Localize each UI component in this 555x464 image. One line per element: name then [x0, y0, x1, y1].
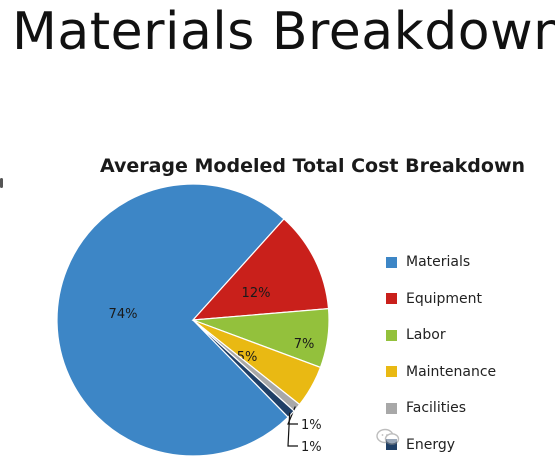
legend-item-labor: Labor	[386, 317, 496, 354]
legend-swatch-labor	[386, 329, 397, 341]
legend-item-energy: Energy	[386, 427, 496, 464]
pie-slice-equipment	[191, 218, 330, 321]
chart-legend: Materials Equipment Labor Maintenance Facili…	[386, 244, 496, 463]
slide-title: Materials Breakdown	[12, 2, 555, 62]
legend-item-equipment: Equipment	[386, 281, 496, 318]
data-label-materials: 74%	[109, 307, 138, 322]
data-label-energy: 1%	[301, 440, 322, 455]
chart-title: Average Modeled Total Cost Breakdown	[99, 155, 526, 177]
pie-slice-energy	[192, 319, 295, 419]
legend-swatch-maintenance	[386, 366, 397, 378]
legend-item-materials: Materials	[386, 244, 496, 281]
legend-label-maintenance: Maintenance	[406, 363, 497, 380]
data-label-equipment: 12%	[242, 286, 271, 301]
legend-label-labor: Labor	[406, 327, 446, 344]
data-label-labor: 7%	[294, 337, 315, 352]
legend-swatch-equipment	[386, 293, 397, 305]
legend-label-materials: Materials	[406, 254, 471, 271]
pie-slice-materials	[56, 183, 289, 457]
leader-line-energy	[287, 412, 298, 447]
edge-marker	[0, 178, 3, 188]
legend-label-facilities: Facilities	[406, 400, 466, 417]
legend-swatch-facilities	[386, 402, 397, 414]
legend-label-energy: Energy	[406, 436, 456, 453]
legend-item-maintenance: Maintenance	[386, 354, 496, 391]
legend-label-equipment: Equipment	[406, 290, 482, 307]
wechat-watermark-icon	[376, 428, 400, 445]
legend-swatch-materials	[386, 256, 397, 268]
data-label-facilities: 1%	[301, 418, 322, 433]
legend-item-facilities: Facilities	[386, 390, 496, 427]
